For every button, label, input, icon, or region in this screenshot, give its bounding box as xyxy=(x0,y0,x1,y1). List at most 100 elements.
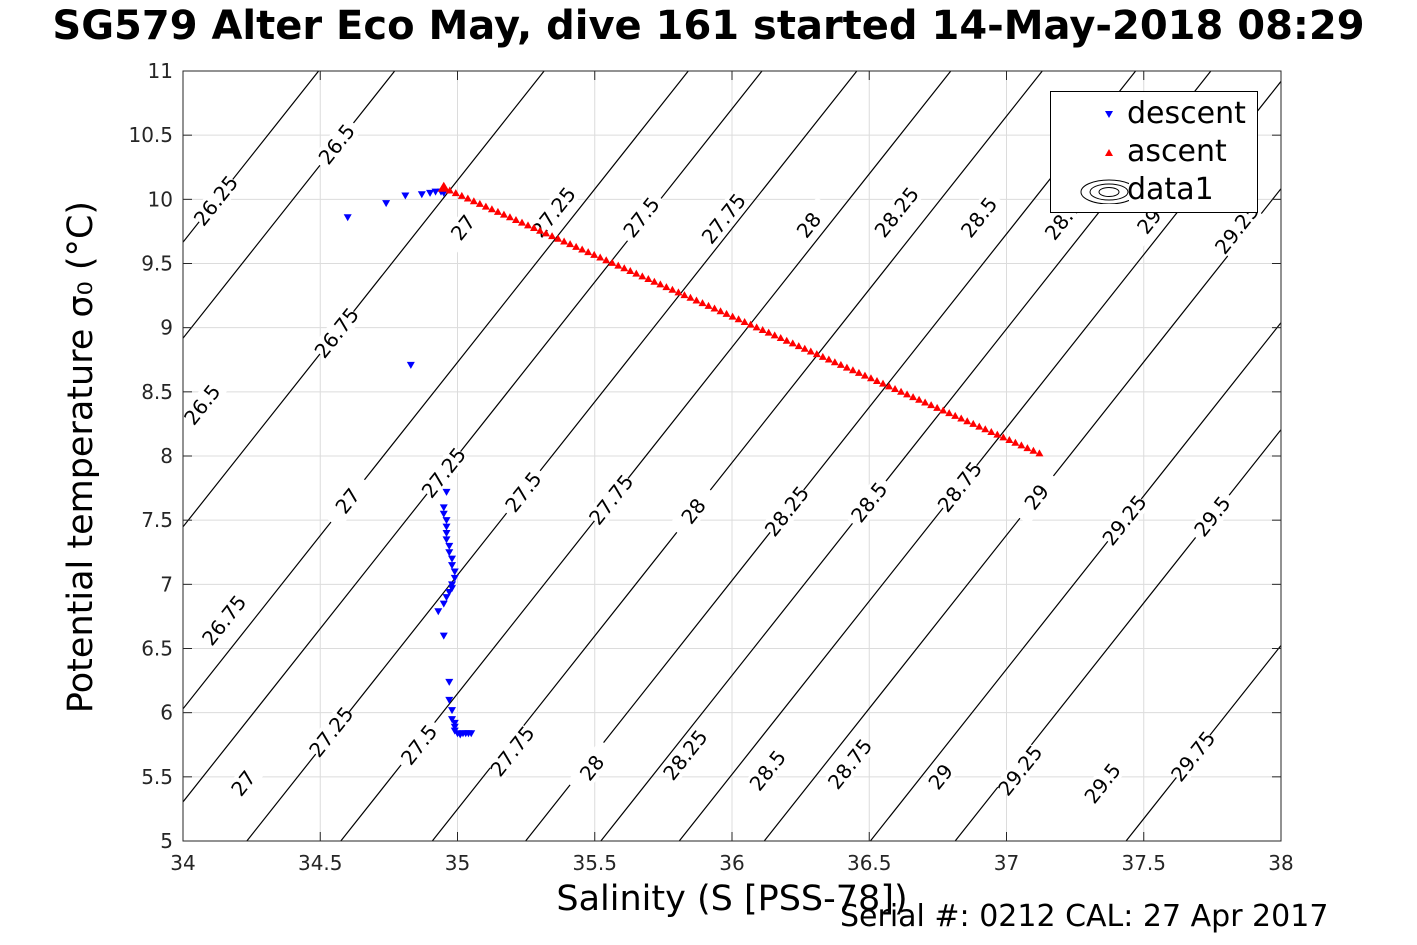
descent-point xyxy=(445,542,454,550)
contour-label-text: 27.25 xyxy=(526,182,580,242)
contour-label-bg xyxy=(418,444,470,501)
ascent-point xyxy=(752,323,761,331)
ascent-point xyxy=(1005,436,1014,444)
ascent-point xyxy=(692,296,701,304)
x-tick-label: 34.5 xyxy=(298,851,343,875)
contour-label-bg xyxy=(190,172,242,229)
descent-point xyxy=(417,191,426,199)
ascent-point xyxy=(590,250,599,258)
ascent-point xyxy=(626,266,635,274)
ascent-point xyxy=(656,280,665,288)
contour-label-bg xyxy=(1011,469,1063,526)
descent-point xyxy=(445,589,454,597)
legend: descent ascent data1 xyxy=(1050,91,1258,213)
isopycnal-line xyxy=(763,187,1281,841)
y-tick-label: 11 xyxy=(148,59,173,83)
y-tick-label: 9 xyxy=(160,316,173,340)
contour-label-bg xyxy=(1167,728,1219,785)
ascent-point xyxy=(632,269,641,277)
descent-point xyxy=(439,632,448,640)
ascent-point xyxy=(782,336,791,344)
contour-label: 29.5 xyxy=(1077,755,1128,812)
contour-label-bg xyxy=(1186,488,1238,545)
y-tick-label: 10.5 xyxy=(128,123,173,147)
contour-label-text: 26.75 xyxy=(197,590,251,650)
isopycnal-line xyxy=(183,71,545,528)
contour-label-bg xyxy=(742,742,794,799)
contour-label-bg xyxy=(311,304,363,361)
ascent-point xyxy=(830,358,839,366)
contour-label-text: 27.75 xyxy=(485,721,539,781)
contour-label-bg xyxy=(487,723,538,780)
contour-label-text: 26.75 xyxy=(310,303,364,363)
contour-label-bg xyxy=(953,189,1005,246)
descent-point xyxy=(448,707,457,715)
y-tick-label: 6.5 xyxy=(141,637,173,661)
ascent-point xyxy=(915,395,924,403)
contour-label-bg xyxy=(871,184,923,241)
ascent-point xyxy=(457,191,466,199)
descent-point xyxy=(450,568,459,576)
descent-point xyxy=(450,719,459,727)
contour-label-bg xyxy=(843,474,895,531)
legend-item-descent: descent xyxy=(1051,96,1257,132)
legend-marker-ascent xyxy=(1105,149,1113,156)
ascent-point xyxy=(975,422,984,430)
ascent-point xyxy=(475,199,484,207)
contour-label: 26.75 xyxy=(197,590,251,650)
contour-label-bg xyxy=(198,592,250,649)
contour-label-bg xyxy=(824,736,876,792)
ascent-point xyxy=(566,240,575,248)
contour-label-text: 26.25 xyxy=(189,171,243,231)
descent-point xyxy=(448,555,457,563)
ascent-point xyxy=(704,301,713,309)
descent-point xyxy=(448,585,457,593)
ascent-point xyxy=(493,207,502,215)
ascent-point xyxy=(548,232,557,240)
descent-point xyxy=(439,600,448,608)
contour-label-bg xyxy=(934,458,986,515)
contour-label: 29.25 xyxy=(993,741,1047,801)
contour-label: 26.75 xyxy=(310,303,364,363)
isopycnal-line xyxy=(183,71,396,340)
ascent-point xyxy=(722,309,731,317)
isopycnal-line xyxy=(246,71,858,841)
ascent-point xyxy=(836,360,845,368)
contour-label: 27.75 xyxy=(485,721,539,781)
y-tick-label: 8 xyxy=(160,444,173,468)
descent-point xyxy=(406,361,415,369)
ascent-point xyxy=(698,299,707,307)
isopycnal-line xyxy=(1125,644,1281,841)
ascent-point xyxy=(933,403,942,411)
axis-ticks: 34 34.5 35 35.5 36 36.5 37 37.5 38 5 5.5 6 6.5 7 7.5 8 8… xyxy=(128,59,1293,875)
contour-label: 28 xyxy=(668,483,719,540)
ascent-point xyxy=(746,320,755,328)
ascent-point xyxy=(885,382,894,390)
ascent-point xyxy=(487,205,496,213)
ascent-point xyxy=(608,258,617,266)
contour-label-bg xyxy=(698,190,750,247)
contour-label-bg xyxy=(761,483,813,540)
descent-point xyxy=(450,723,459,731)
contour-label-bg xyxy=(915,748,967,805)
y-tick-label: 9.5 xyxy=(141,252,173,276)
contour-label-bg xyxy=(218,755,269,812)
x-tick-label: 34 xyxy=(170,851,195,875)
ascent-point xyxy=(848,366,857,374)
legend-item-ascent: ascent xyxy=(1051,134,1257,170)
contour-label-text: 28.75 xyxy=(933,457,987,517)
descent-point xyxy=(343,214,352,222)
ascent-point xyxy=(969,419,978,427)
ascent-point xyxy=(794,342,803,350)
ascent-point xyxy=(644,275,653,283)
ascent-point xyxy=(662,283,671,291)
ascent-point xyxy=(716,307,725,315)
isopycnal-line xyxy=(431,71,1044,841)
ascent-point xyxy=(909,393,918,401)
contour-label: 28.5 xyxy=(953,189,1005,246)
ascent-point xyxy=(770,331,779,339)
ascent-start-point xyxy=(437,181,450,192)
contour-label: 28.25 xyxy=(760,481,814,541)
contour-label-bg xyxy=(437,199,489,256)
contour-label-bg xyxy=(585,471,637,528)
